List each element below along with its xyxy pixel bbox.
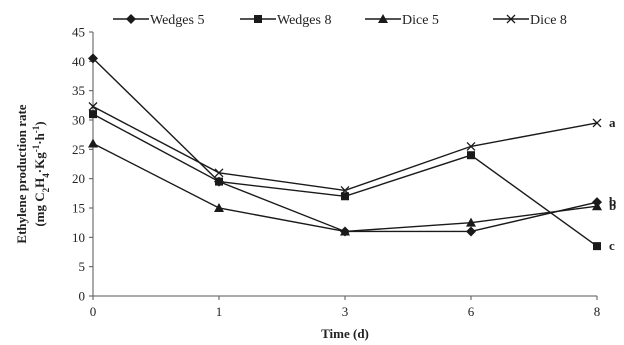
legend-marker: [254, 15, 262, 23]
y-tick-label: 25: [72, 142, 85, 157]
significance-label: b: [609, 198, 616, 213]
data-point: [214, 203, 224, 212]
legend: Wedges 5 Wedges 8 Dice 5 Dice 8: [113, 13, 567, 28]
y-tick-label: 30: [72, 113, 85, 128]
data-point: [89, 110, 97, 119]
legend-label: Dice 5: [402, 13, 439, 28]
x-tick-label: 3: [342, 304, 349, 319]
data-point: [341, 192, 349, 201]
legend-item: Wedges 5: [113, 13, 204, 28]
legend-item: Wedges 8: [240, 13, 331, 28]
y-tick-label: 40: [72, 54, 85, 69]
data-point: [592, 118, 602, 128]
legend-label: Wedges 5: [150, 13, 204, 28]
legend-marker: [506, 14, 516, 24]
significance-label: b: [609, 194, 616, 209]
series-line: [92, 113, 598, 247]
y-tick-label: 0: [79, 289, 86, 304]
significance-label: a: [609, 115, 616, 130]
significance-label: c: [609, 238, 615, 253]
x-tick-label: 1: [216, 304, 223, 319]
legend-marker: [378, 14, 388, 23]
data-point: [466, 226, 476, 237]
series-wedges-8: [89, 110, 601, 251]
series-dice-5: [88, 138, 602, 236]
x-tick-label: 0: [90, 304, 97, 319]
x-tick-label: 6: [468, 304, 475, 319]
y-tick-label: 35: [72, 83, 85, 98]
data-point: [340, 185, 350, 195]
series-line: [92, 105, 598, 192]
data-point: [88, 53, 98, 64]
legend-label: Wedges 8: [277, 13, 331, 28]
data-point: [592, 201, 602, 211]
y-tick-label: 10: [72, 230, 85, 245]
axes: [92, 32, 597, 297]
y-tick-label: 45: [72, 25, 85, 40]
data-point: [467, 151, 475, 160]
legend-label: Dice 8: [530, 13, 567, 28]
series-line: [92, 142, 598, 233]
x-tick-label: 8: [594, 304, 601, 319]
series-group: [88, 53, 602, 251]
y-axis-title: Ethylene production rate: [14, 104, 29, 243]
annotations: b c b a: [609, 115, 616, 253]
x-axis-title: Time (d): [321, 326, 369, 341]
y-tick-label: 5: [79, 259, 86, 274]
data-point: [88, 102, 98, 111]
data-point: [466, 141, 476, 151]
legend-marker: [126, 14, 136, 24]
data-point: [340, 226, 350, 236]
legend-item: Dice 5: [365, 13, 439, 28]
data-point: [593, 242, 601, 251]
x-ticks: 0 1 3 6 8: [90, 296, 601, 319]
data-point: [466, 217, 476, 227]
y-axis-title-units: (mg C2H4·Kg-1·h-1): [31, 121, 51, 226]
series-line: [92, 57, 598, 233]
y-tick-label: 15: [72, 201, 85, 216]
data-point: [88, 138, 98, 148]
y-ticks: 0 5 10 15 20 25 30 35 40 45: [72, 25, 93, 304]
legend-item: Dice 8: [493, 13, 567, 28]
data-point: [214, 168, 224, 178]
series-dice-8: [88, 102, 602, 195]
y-tick-label: 20: [72, 171, 85, 186]
data-point: [215, 177, 223, 186]
